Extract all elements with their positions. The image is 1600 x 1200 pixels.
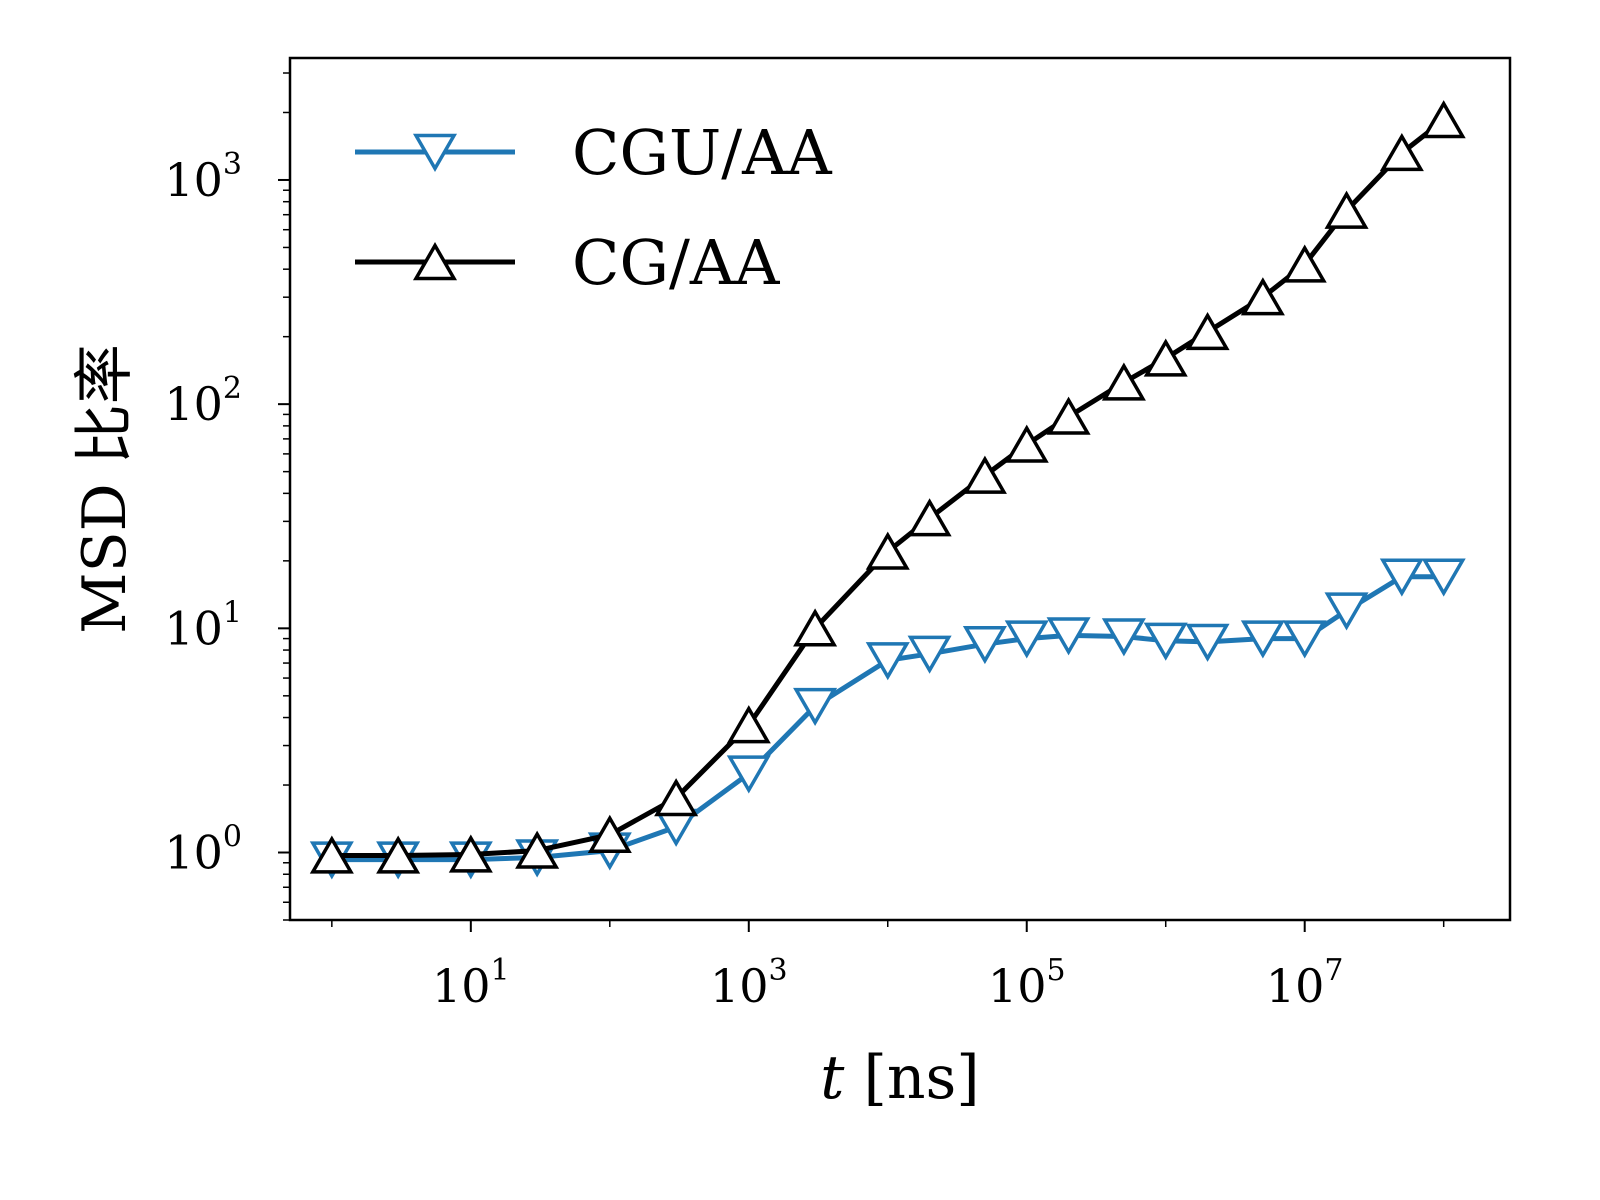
y-tick-base: 10 — [164, 377, 223, 431]
data-point — [1046, 617, 1091, 656]
data-point — [587, 814, 632, 853]
legend-label: CGU/AA — [572, 116, 833, 189]
data-point — [1046, 396, 1091, 435]
y-tick-exp: 0 — [223, 820, 242, 855]
y-tick-exp: 3 — [223, 147, 242, 182]
data-point — [793, 687, 838, 727]
data-point — [1282, 244, 1327, 283]
data-point — [1324, 190, 1369, 229]
legend-marker — [412, 133, 458, 172]
data-point — [726, 755, 771, 794]
series-cgu-aa — [309, 558, 1466, 880]
x-tick-exp: 1 — [491, 953, 510, 988]
data-point — [907, 635, 952, 674]
y-tick-label: 101 — [164, 595, 242, 655]
legend-marker — [412, 242, 458, 281]
plot-frame — [288, 56, 1512, 922]
data-point — [1379, 132, 1424, 172]
data-point — [1101, 618, 1146, 657]
data-point — [907, 498, 952, 537]
y-tick-label: 102 — [164, 371, 242, 431]
x-tick-base: 10 — [432, 959, 491, 1013]
x-axis-label-var: t — [820, 1043, 845, 1113]
data-point — [865, 531, 910, 570]
data-point — [1421, 100, 1466, 139]
data-point — [1240, 620, 1285, 659]
x-tick-base: 10 — [988, 959, 1047, 1013]
y-tick-exp: 1 — [223, 595, 242, 630]
x-tick-label: 105 — [988, 953, 1066, 1013]
data-point — [1004, 424, 1049, 463]
x-axis-label-unit: [ns] — [844, 1043, 979, 1113]
data-point — [376, 835, 421, 874]
x-tick-label: 103 — [710, 953, 788, 1013]
data-point — [962, 455, 1007, 494]
y-tick-base: 10 — [164, 601, 223, 655]
data-point — [793, 608, 838, 647]
x-axis-label: t [ns] — [820, 1043, 979, 1113]
series-line — [331, 118, 1446, 858]
data-point — [1143, 622, 1188, 661]
data-point — [309, 835, 354, 874]
x-tick-label: 107 — [1266, 953, 1344, 1013]
data-point — [1101, 362, 1146, 401]
y-tick-base: 10 — [164, 826, 223, 880]
data-point — [1379, 558, 1424, 597]
data-point — [865, 642, 910, 681]
data-point — [654, 778, 699, 817]
x-tick-exp: 5 — [1046, 953, 1065, 988]
data-point — [1185, 623, 1230, 662]
x-tick-label: 101 — [432, 953, 510, 1013]
legend-label: CG/AA — [572, 226, 781, 299]
data-point — [1324, 592, 1369, 631]
y-tick-exp: 2 — [223, 371, 242, 406]
x-tick-exp: 3 — [769, 953, 788, 988]
y-axis-label: MSD 比率 — [70, 344, 140, 634]
x-tick-exp: 7 — [1324, 953, 1343, 988]
legend-item: CGU/AA — [355, 116, 833, 189]
x-tick-base: 10 — [710, 959, 769, 1013]
data-point — [1143, 338, 1188, 377]
y-tick-label: 100 — [164, 820, 242, 880]
y-tick-base: 10 — [164, 153, 223, 207]
data-point — [726, 705, 771, 744]
series-line — [331, 574, 1444, 863]
data-point — [1185, 311, 1230, 351]
data-point — [515, 830, 560, 869]
data-point — [1282, 620, 1327, 659]
legend-item: CG/AA — [355, 226, 781, 299]
y-tick-label: 103 — [164, 147, 242, 207]
x-tick-base: 10 — [1266, 959, 1325, 1013]
data-point — [1421, 558, 1466, 597]
legend: CGU/AA CG/AA — [355, 116, 833, 299]
series-layer — [309, 100, 1466, 880]
data-point — [962, 625, 1007, 665]
data-point — [1240, 277, 1285, 316]
data-point — [1004, 620, 1049, 659]
series-cg-aa — [309, 100, 1466, 874]
data-point — [448, 834, 493, 873]
